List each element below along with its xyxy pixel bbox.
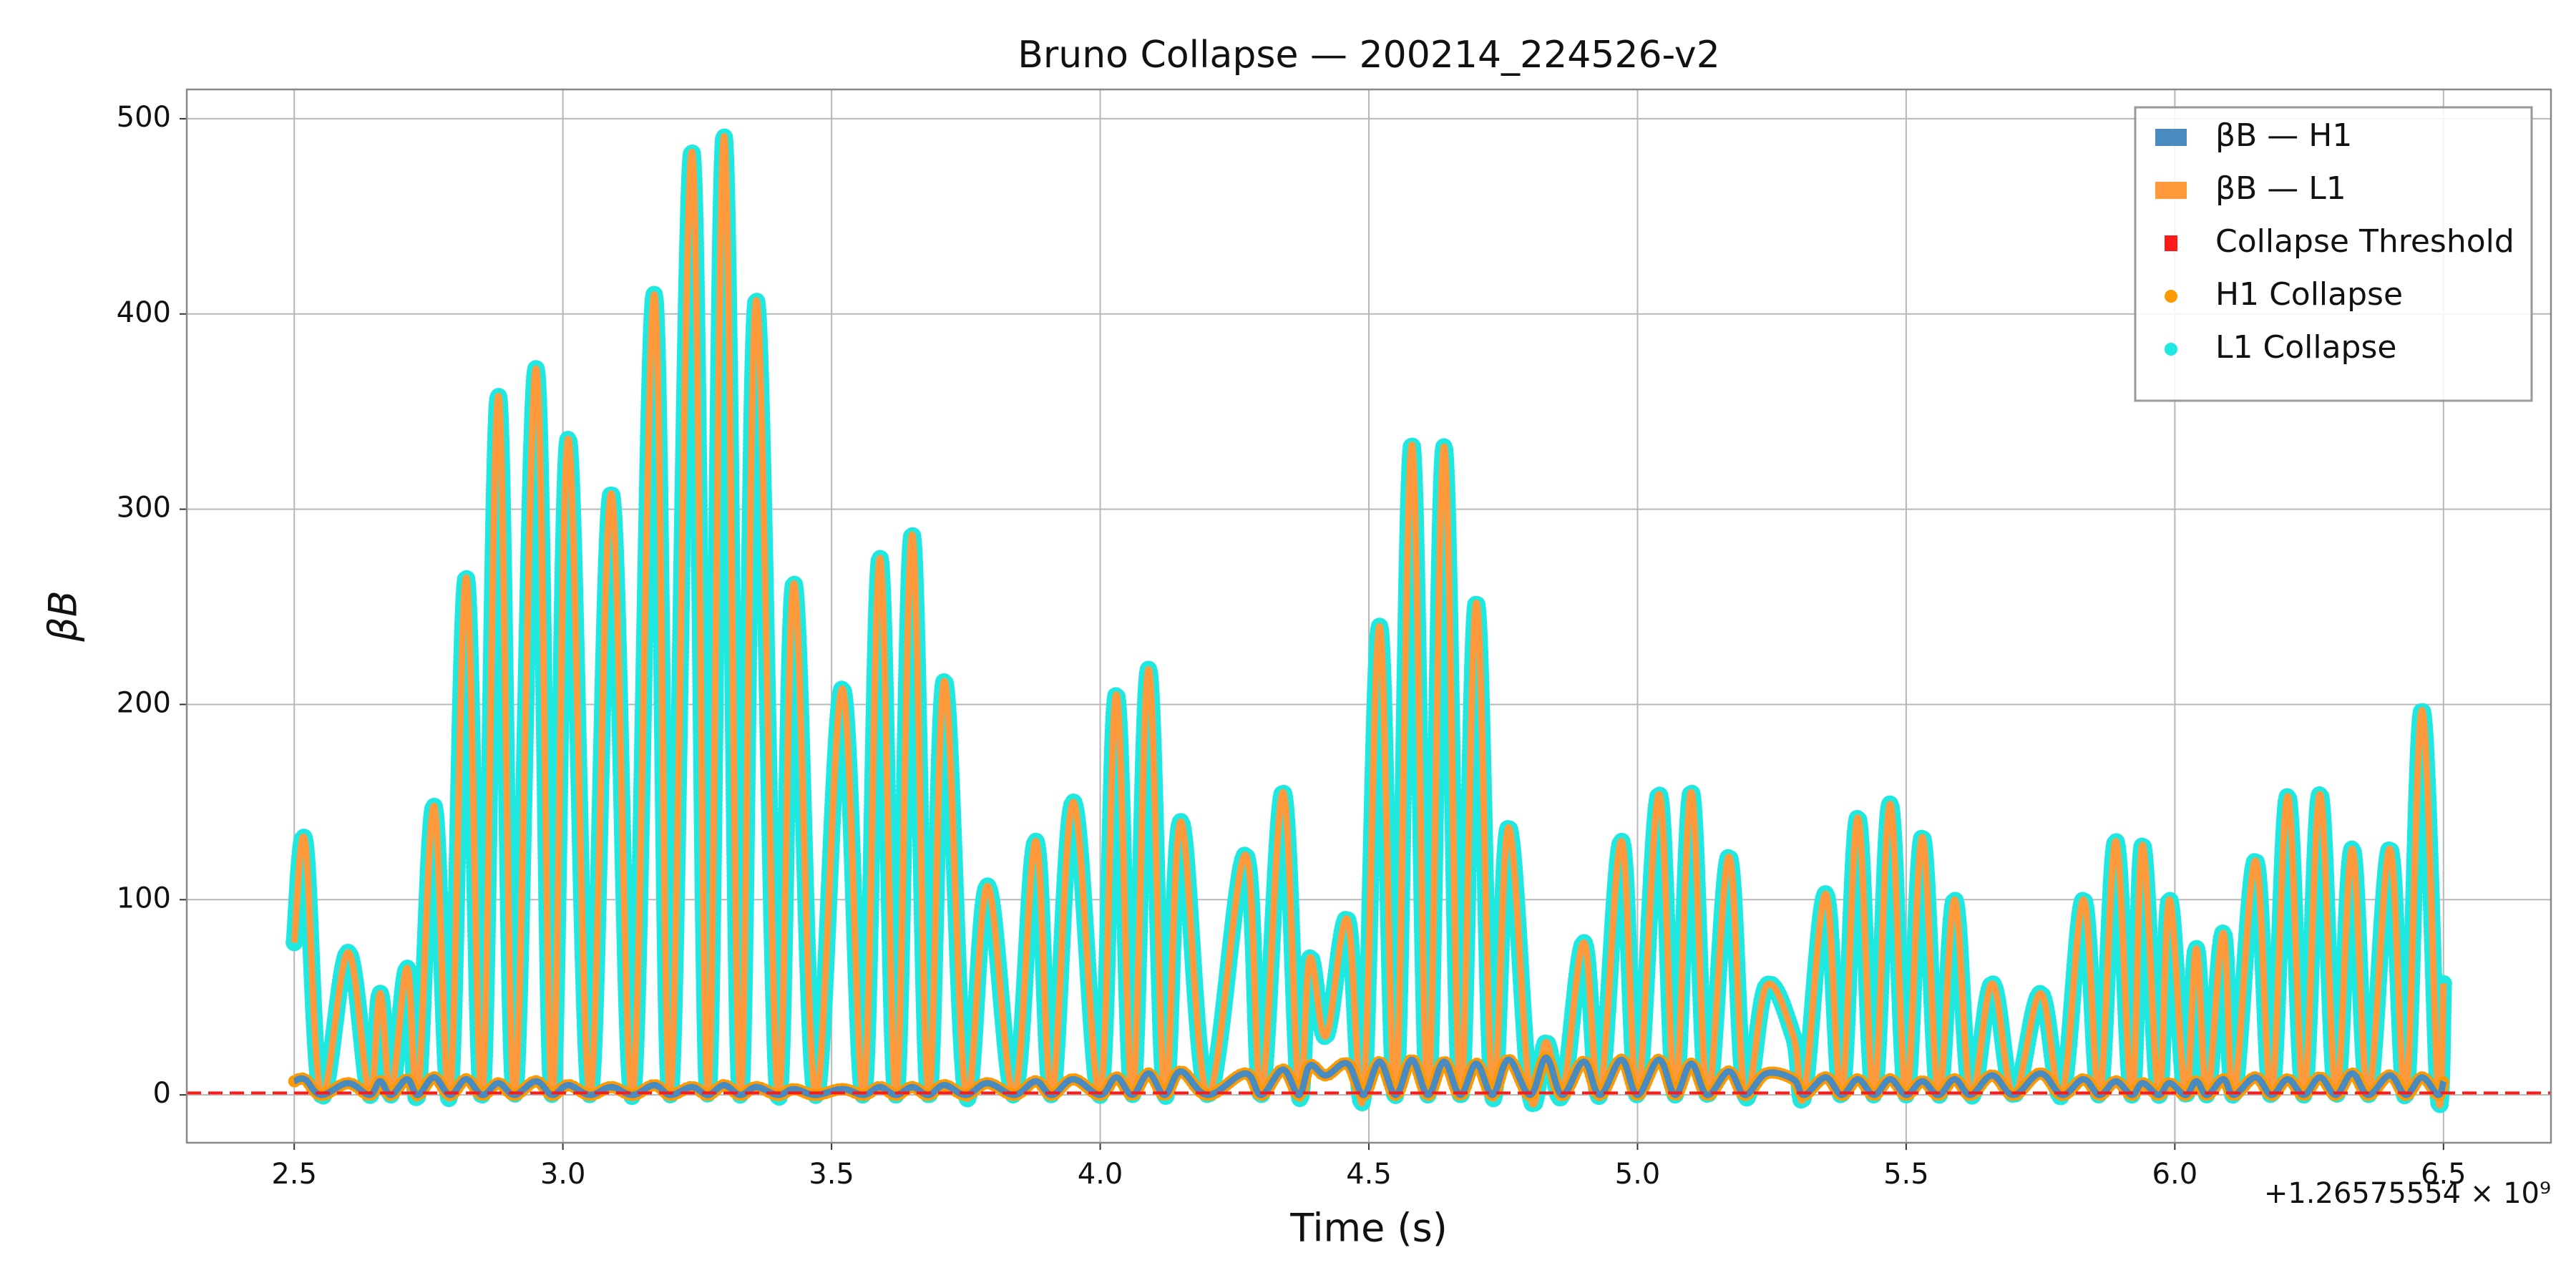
x-tick-label: 2.5: [271, 1158, 317, 1191]
y-tick-label: 200: [117, 686, 171, 719]
y-tick-label: 500: [117, 101, 171, 134]
x-tick-label: 5.5: [1883, 1158, 1929, 1191]
legend-swatch: [2155, 129, 2187, 146]
axes: 2.5 3.0 3.5 4.0 4.5 5.0 5.5 6.0 6.5 0 100 200 300 400…: [117, 88, 2552, 1191]
legend-swatch: [2165, 343, 2177, 356]
legend-label: βB — L1: [2215, 170, 2346, 207]
x-tick-label: 5.0: [1615, 1158, 1661, 1191]
plot-frame: [185, 88, 2552, 1144]
x-tick-label: 3.5: [809, 1158, 854, 1191]
legend-label: L1 Collapse: [2215, 329, 2396, 366]
x-tick-label: 4.5: [1346, 1158, 1392, 1191]
legend-box: [2134, 106, 2533, 402]
x-tick-label: 3.0: [540, 1158, 586, 1191]
legend-swatch: [2155, 182, 2187, 199]
x-tick-label: 6.5: [2421, 1158, 2467, 1191]
legend: βB — H1 βB — L1 Collapse Threshold H1 Colla…: [2134, 106, 2533, 402]
y-axis-label: βB: [41, 590, 86, 643]
legend-label: βB — H1: [2215, 117, 2352, 154]
y-tick-label: 400: [117, 296, 171, 329]
y-tick-label: 0: [153, 1077, 171, 1110]
x-axis-label: Time (s): [1289, 1206, 1448, 1251]
chart-title: Bruno Collapse — 200214_224526-v2: [1018, 34, 1720, 77]
y-tick-label: 100: [117, 882, 171, 914]
series-line: [293, 1054, 2447, 1098]
legend-swatch: [2165, 290, 2177, 303]
y-tick-label: 300: [117, 492, 171, 525]
legend-label: H1 Collapse: [2215, 276, 2403, 313]
x-tick-label: 6.0: [2152, 1158, 2198, 1191]
legend-swatch: [2165, 235, 2177, 251]
x-offset-label: +1.26575554 × 10⁹: [2264, 1177, 2551, 1210]
legend-label: Collapse Threshold: [2215, 223, 2514, 260]
x-tick-label: 4.0: [1078, 1158, 1123, 1191]
plot-area: [187, 127, 2551, 1114]
